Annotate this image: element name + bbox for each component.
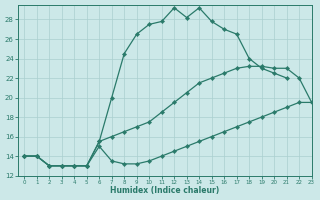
X-axis label: Humidex (Indice chaleur): Humidex (Indice chaleur)	[110, 186, 220, 195]
